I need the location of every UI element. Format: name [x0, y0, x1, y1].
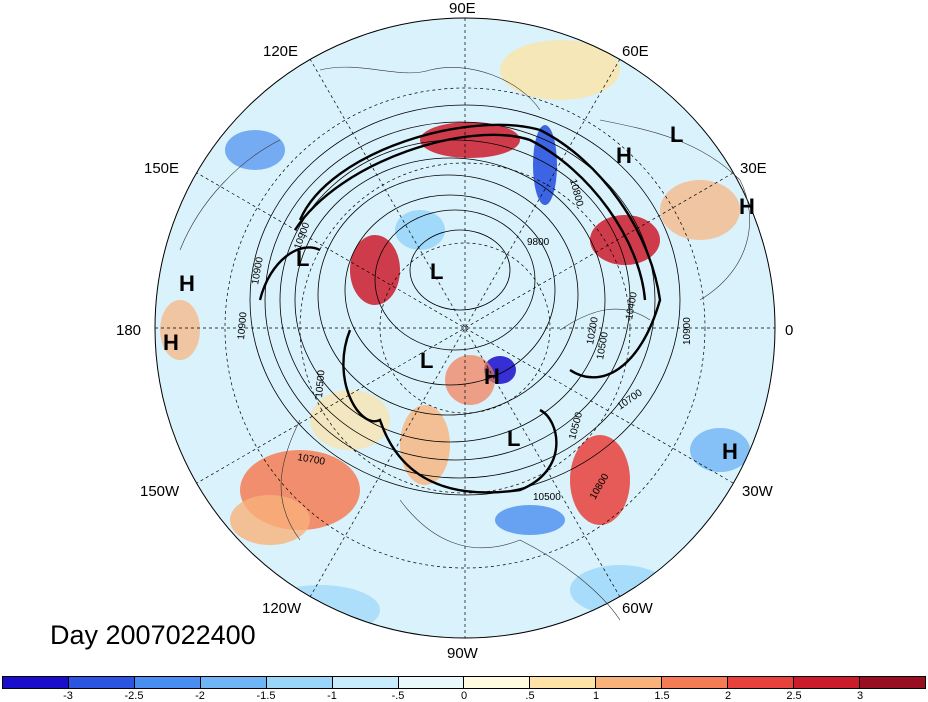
colorbar-tick-label: -3 — [63, 690, 73, 702]
lon-label-60e: 60E — [622, 43, 649, 60]
colorbar-tick-label: -.5 — [391, 690, 405, 702]
map-title: Day 2007022400 — [50, 620, 256, 650]
contour-label: 10900 — [682, 317, 693, 345]
colorbar-tick-label: 3 — [856, 690, 864, 702]
colorbar-segment — [662, 677, 729, 688]
pressure-center-marker: L — [420, 348, 433, 373]
pressure-center-marker: L — [670, 122, 683, 147]
colorbar-segment — [398, 677, 465, 688]
lon-label-0: 0 — [785, 322, 793, 339]
lon-label-150w: 150W — [140, 483, 180, 500]
colorbar-segment — [530, 677, 597, 688]
colorbar-segment — [794, 677, 860, 688]
lon-label-30e: 30E — [740, 160, 767, 177]
contour-label: 9800 — [527, 237, 550, 248]
pressure-center-marker: H — [163, 330, 179, 355]
colorbar-tick-label: -1.5 — [256, 690, 276, 702]
lon-label-120w: 120W — [262, 600, 302, 617]
colorbar-segment — [464, 677, 531, 688]
colorbar-tick-label: .5 — [525, 690, 535, 702]
contour-label: 10400 — [624, 291, 640, 321]
coastlines — [179, 66, 750, 621]
contour-label: 10900 — [236, 311, 249, 340]
lon-label-60w: 60W — [622, 600, 654, 617]
colorbar-tick-label: 1.5 — [654, 690, 670, 702]
contour-label: 10700 — [296, 452, 326, 468]
colorbar-segment — [332, 677, 399, 688]
contour-label: 10200 — [585, 316, 601, 346]
contour-label: 10500 — [595, 331, 611, 361]
colorbar-tick-labels: -3 -2.5 -2 -1.5 -1 -.5 0 .5 1 1.5 2 2.5 3 — [0, 690, 928, 702]
height-contours — [249, 104, 681, 496]
lon-label-30w: 30W — [742, 483, 774, 500]
colorbar-segment — [266, 677, 333, 688]
jet-contours — [258, 123, 662, 494]
lon-label-150e: 150E — [144, 160, 179, 177]
pressure-centers: H L H H H L L H L H L — [163, 122, 755, 464]
pressure-center-marker: H — [484, 364, 500, 389]
lon-label-120e: 120E — [263, 43, 298, 60]
longitude-labels: 90E 60E 30E 0 30W 60W 90W 120W 150W 180 … — [116, 0, 793, 662]
colorbar-tick-label: 0 — [460, 690, 468, 702]
pressure-center-marker: L — [296, 246, 309, 271]
graticule — [154, 17, 776, 639]
colorbar — [2, 676, 926, 689]
colorbar-segment — [859, 677, 925, 688]
pressure-center-marker: H — [722, 439, 738, 464]
colorbar-segment — [134, 677, 201, 688]
pressure-center-marker: L — [507, 426, 520, 451]
pressure-center-marker: H — [179, 271, 195, 296]
colorbar-segment — [68, 677, 135, 688]
pressure-center-marker: H — [616, 143, 632, 168]
colorbar-tick-label: -2.5 — [124, 690, 144, 702]
colorbar-tick-label: -2 — [195, 690, 205, 702]
colorbar-segment — [200, 677, 267, 688]
colorbar-segment — [728, 677, 795, 688]
contour-label: 10900 — [250, 256, 266, 286]
colorbar-tick-label: 2.5 — [786, 690, 802, 702]
polar-stereographic-map: 90E 60E 30E 0 30W 60W 90W 120W 150W 180 … — [116, 0, 793, 662]
pressure-center-marker: H — [739, 194, 755, 219]
colorbar-segment — [3, 677, 69, 688]
lon-label-90e: 90E — [449, 0, 476, 17]
anomaly-field — [155, 18, 775, 638]
contour-label: 10500 — [533, 492, 561, 503]
lon-label-180: 180 — [116, 322, 141, 339]
contour-label: 10500 — [314, 369, 327, 398]
colorbar-tick-label: 1 — [592, 690, 600, 702]
lon-label-90w: 90W — [447, 645, 479, 662]
colorbar-tick-label: 2 — [724, 690, 732, 702]
colorbar-tick-label: -1 — [327, 690, 337, 702]
pressure-center-marker: L — [430, 259, 443, 284]
colorbar-segment — [596, 677, 663, 688]
